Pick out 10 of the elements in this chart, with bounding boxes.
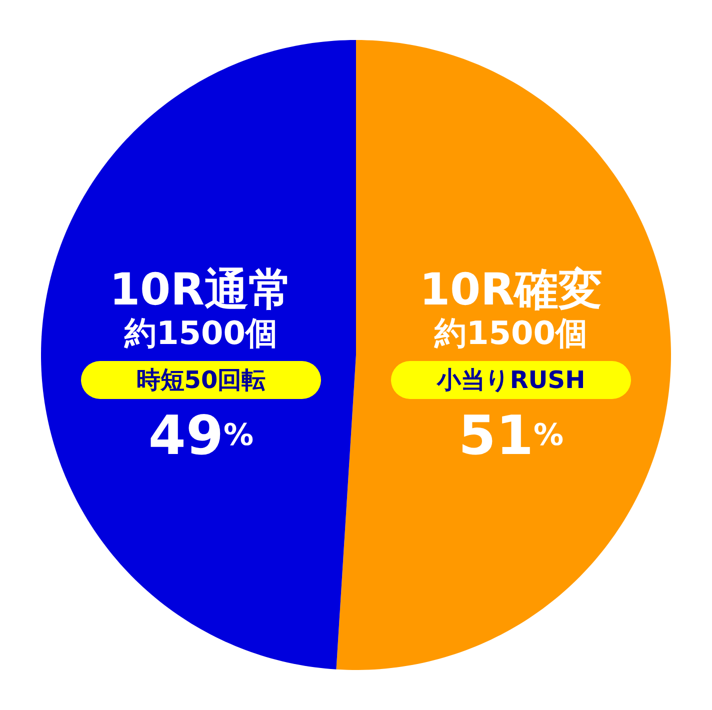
- data-label: 51%: [458, 404, 564, 466]
- pie-slice: [41, 40, 356, 670]
- pie-slice: [336, 40, 671, 670]
- text: 約1500個: [123, 314, 278, 352]
- text: 時短50回転: [136, 366, 266, 394]
- text: 約1500個: [433, 314, 588, 352]
- slice-label: 10R通常: [109, 264, 293, 316]
- slice-label: 10R確変: [419, 264, 603, 316]
- data-label: 49%: [148, 404, 254, 466]
- text: 小当りRUSH: [436, 366, 586, 394]
